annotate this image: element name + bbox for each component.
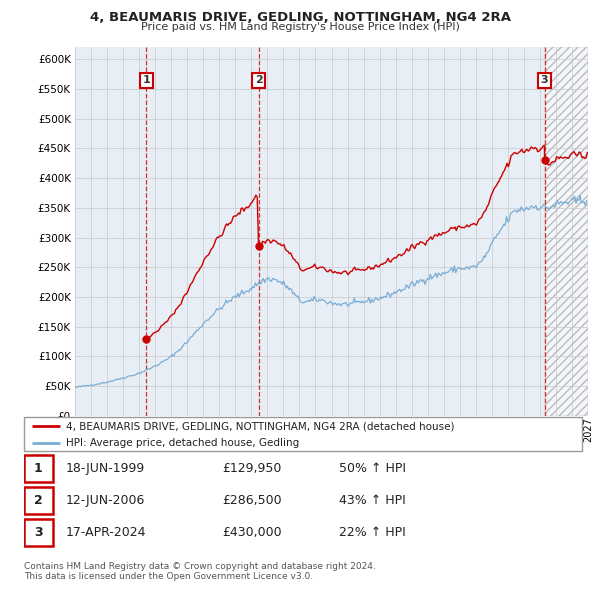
FancyBboxPatch shape: [24, 455, 53, 482]
Text: This data is licensed under the Open Government Licence v3.0.: This data is licensed under the Open Gov…: [24, 572, 313, 581]
Text: £129,950: £129,950: [223, 462, 282, 475]
Text: 1: 1: [34, 462, 43, 475]
Text: 3: 3: [34, 526, 43, 539]
Text: 4, BEAUMARIS DRIVE, GEDLING, NOTTINGHAM, NG4 2RA (detached house): 4, BEAUMARIS DRIVE, GEDLING, NOTTINGHAM,…: [66, 421, 454, 431]
Text: £430,000: £430,000: [223, 526, 283, 539]
Text: 43% ↑ HPI: 43% ↑ HPI: [338, 494, 406, 507]
Text: Contains HM Land Registry data © Crown copyright and database right 2024.: Contains HM Land Registry data © Crown c…: [24, 562, 376, 571]
FancyBboxPatch shape: [24, 487, 53, 514]
Text: 2: 2: [34, 494, 43, 507]
Text: 17-APR-2024: 17-APR-2024: [65, 526, 146, 539]
Text: 50% ↑ HPI: 50% ↑ HPI: [338, 462, 406, 475]
Bar: [545, 47, 588, 416]
Text: 4, BEAUMARIS DRIVE, GEDLING, NOTTINGHAM, NG4 2RA: 4, BEAUMARIS DRIVE, GEDLING, NOTTINGHAM,…: [89, 11, 511, 24]
FancyBboxPatch shape: [24, 519, 53, 546]
Text: £286,500: £286,500: [223, 494, 283, 507]
FancyBboxPatch shape: [24, 417, 582, 451]
Bar: [545, 47, 588, 416]
Text: 12-JUN-2006: 12-JUN-2006: [65, 494, 145, 507]
Text: 1: 1: [142, 76, 150, 86]
Text: 3: 3: [541, 76, 548, 86]
Text: Price paid vs. HM Land Registry's House Price Index (HPI): Price paid vs. HM Land Registry's House …: [140, 22, 460, 32]
Text: 2: 2: [254, 76, 262, 86]
Text: 18-JUN-1999: 18-JUN-1999: [65, 462, 145, 475]
Text: 22% ↑ HPI: 22% ↑ HPI: [338, 526, 406, 539]
Text: HPI: Average price, detached house, Gedling: HPI: Average price, detached house, Gedl…: [66, 438, 299, 448]
